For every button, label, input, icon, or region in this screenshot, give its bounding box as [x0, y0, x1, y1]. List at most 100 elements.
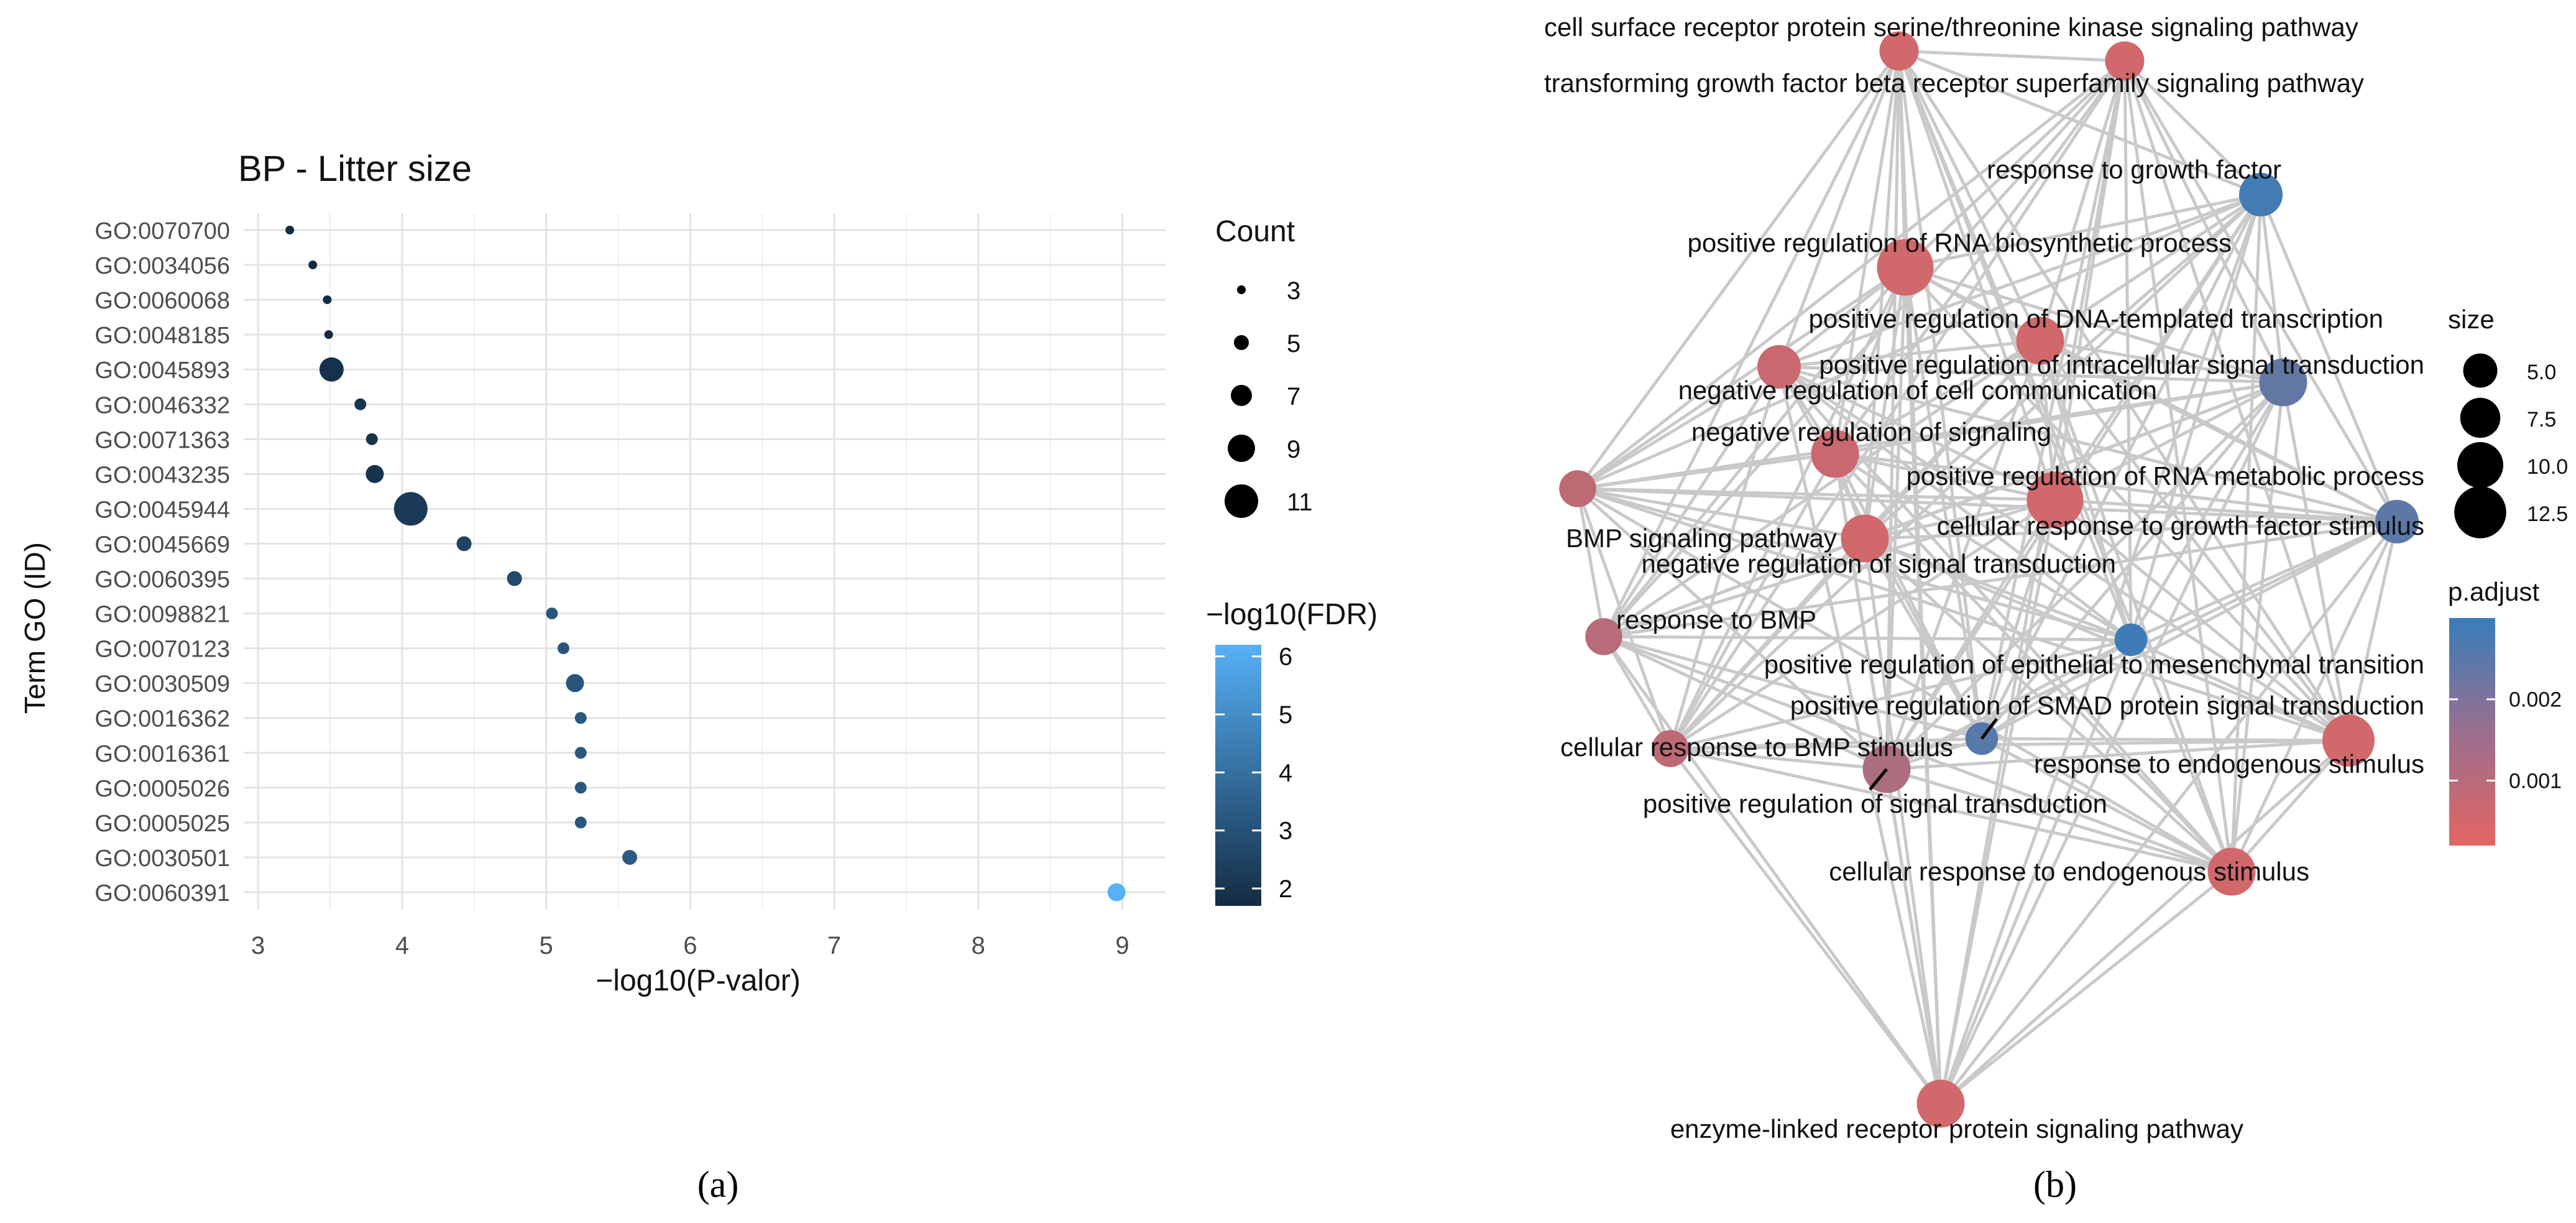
network-edge [1670, 739, 2349, 750]
network-edge [1777, 366, 1943, 1104]
size-legend-key [2457, 442, 2503, 488]
network-edge [1603, 498, 2056, 639]
network-edge [2230, 520, 2399, 873]
network-edge [1980, 520, 2398, 741]
network-edge [2054, 499, 2350, 742]
node-label: BMP signaling pathway [1566, 524, 1837, 553]
size-legend-key [2460, 397, 2501, 438]
count-legend-key [1228, 435, 1255, 462]
fdr-tick-label: 4 [1279, 759, 1292, 787]
count-legend-label: 9 [1287, 436, 1300, 463]
network-edge [1576, 265, 1907, 491]
data-point [366, 464, 384, 483]
network-edge [1669, 498, 2056, 750]
network-edge [1602, 635, 1943, 1105]
network-edge [1602, 366, 1781, 638]
network-edge [2038, 60, 2127, 341]
network-edge [1603, 635, 2132, 642]
network-edge [1576, 487, 2233, 874]
y-tick-label: GO:0060391 [94, 880, 230, 907]
network-edge [1669, 537, 1866, 750]
node-label: positive regulation of epithelial to mes… [1764, 650, 2424, 679]
network-edge [1603, 635, 1982, 741]
node-label: positive regulation of signal transducti… [1643, 789, 2107, 818]
network-edge [2123, 60, 2285, 384]
network-edge [1576, 365, 1780, 491]
count-legend-key [1231, 385, 1252, 406]
network-edge [1885, 638, 2132, 771]
network-edge [1980, 638, 2132, 741]
network-edge [2039, 193, 2262, 343]
network-edge [1898, 49, 2125, 63]
network-nodes [1559, 31, 2419, 1128]
node-label: response to growth factor [1987, 155, 2281, 184]
node-label: positive regulation of intracellular sig… [1819, 350, 2424, 379]
y-tick-label: GO:0045944 [94, 497, 230, 523]
fdr-legend: −log10(FDR) 2 3 4 5 6 [1206, 598, 1378, 906]
data-point [622, 849, 638, 865]
size-legend-key [2454, 486, 2506, 538]
count-legend-label: 3 [1287, 277, 1300, 305]
network-edge [1670, 747, 1887, 771]
y-tick-label: GO:0030501 [94, 846, 230, 872]
network-node [1877, 239, 1934, 296]
node-label: negative regulation of cell communicatio… [1678, 376, 2157, 405]
node-label: negative regulation of signal transducti… [1641, 549, 2116, 578]
data-point [574, 712, 587, 724]
network-edge [1897, 50, 2233, 872]
label-leader-line [1869, 768, 1888, 791]
network-edge [1980, 499, 2057, 739]
network-edge [1670, 638, 2132, 750]
y-tick-label: GO:0048185 [94, 323, 230, 349]
x-tick-label: 8 [972, 932, 985, 959]
network-node [2016, 316, 2064, 365]
network-edge [1834, 452, 2056, 502]
count-legend-title: Count [1215, 215, 1295, 248]
y-tick-label: GO:0060068 [94, 288, 230, 314]
network-edge [2038, 340, 2233, 872]
network-edge [1668, 60, 2127, 750]
fdr-legend-title: −log10(FDR) [1206, 598, 1378, 631]
data-point [546, 607, 558, 620]
network-node [2207, 847, 2256, 896]
network-edge [2123, 60, 2399, 523]
y-tick-label: GO:0005025 [94, 811, 230, 837]
panel-b: cell surface receptor protein serine/thr… [1544, 12, 2568, 1205]
network-edge [1939, 60, 2127, 1104]
network-edge [1939, 739, 2350, 1105]
network-edge [1905, 265, 2284, 384]
dot-plot-y-axis-title: Term GO (ID) [19, 542, 51, 714]
node-label: response to BMP [1616, 605, 1816, 634]
network-edge [1834, 452, 2398, 524]
network-node [1757, 345, 1801, 389]
fdr-color-bar [1215, 645, 1261, 906]
y-tick-label: GO:0030509 [94, 671, 230, 698]
x-tick-label: 5 [539, 932, 553, 959]
network-edge [2347, 521, 2399, 741]
count-legend-label: 5 [1287, 330, 1300, 358]
size-legend-label: 12.5 [2527, 502, 2568, 526]
network-node [1879, 31, 1919, 71]
node-label: positive regulation of RNA biosynthetic … [1688, 228, 2232, 257]
node-label: positive regulation of SMAD protein sign… [1790, 691, 2424, 720]
data-point [366, 433, 378, 445]
count-legend-key [1237, 285, 1246, 294]
y-tick-label: GO:0070123 [94, 637, 230, 663]
network-edge [2039, 339, 2398, 524]
data-point [323, 295, 332, 305]
y-tick-label: GO:0005026 [94, 776, 230, 802]
count-legend-key [1225, 484, 1258, 518]
network-edge [2123, 60, 2133, 640]
network-edge [2259, 194, 2285, 383]
size-legend-label: 10.0 [2527, 455, 2568, 479]
network-labels: cell surface receptor protein serine/thr… [1544, 12, 2424, 1143]
network-node [2322, 714, 2375, 767]
network-node [2026, 471, 2084, 528]
y-tick-label: GO:0098821 [94, 602, 230, 628]
network-edge [1885, 381, 2284, 770]
node-label: cellular response to endogenous stimulus [1829, 857, 2309, 886]
network-node [1811, 430, 1859, 478]
count-legend: Count 3 5 7 9 11 [1215, 215, 1313, 518]
y-tick-label: GO:0071363 [94, 427, 230, 453]
network-edge [1886, 767, 2232, 874]
